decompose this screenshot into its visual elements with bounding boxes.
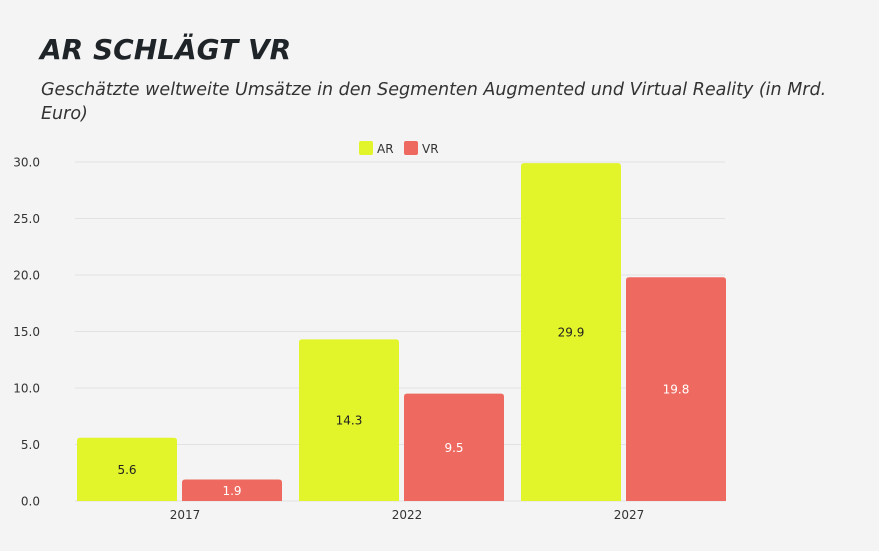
legend-swatch-vr: [404, 141, 418, 155]
legend-swatch-ar: [359, 141, 373, 155]
bars: [77, 163, 726, 501]
y-tick-label: 20.0: [13, 269, 40, 283]
x-tick-label: 2027: [614, 508, 645, 522]
y-axis-ticks: 0.0 5.0 10.0 15.0 20.0 25.0 30.0: [13, 156, 40, 509]
bar-vr-2027: [626, 277, 726, 501]
bar-ar-2022: [299, 339, 399, 501]
data-label-vr-2022: 9.5: [444, 441, 463, 455]
y-tick-label: 0.0: [21, 495, 40, 509]
bar-vr-2017: [182, 479, 282, 501]
y-tick-label: 15.0: [13, 325, 40, 339]
data-label-ar-2022: 14.3: [336, 414, 363, 428]
y-tick-label: 25.0: [13, 212, 40, 226]
x-tick-label: 2017: [170, 508, 201, 522]
x-tick-label: 2022: [392, 508, 423, 522]
chart-title: AR SCHLÄGT VR: [40, 33, 292, 66]
bar-vr-2022: [404, 393, 504, 501]
legend-label-ar: AR: [377, 142, 394, 156]
data-label-ar-2017: 5.6: [117, 463, 136, 477]
data-label-ar-2027: 29.9: [558, 326, 585, 340]
y-tick-label: 30.0: [13, 156, 40, 170]
bar-ar-2017: [77, 437, 177, 501]
data-labels: 5.6 1.9 14.3 9.5 29.9 19.8: [117, 326, 689, 498]
legend-label-vr: VR: [422, 142, 439, 156]
y-tick-label: 5.0: [21, 438, 40, 452]
chart-subtitle: Geschätzte weltweite Umsätze in den Segm…: [41, 80, 827, 124]
data-label-vr-2017: 1.9: [222, 484, 241, 498]
legend: AR VR: [359, 141, 439, 156]
y-tick-label: 10.0: [13, 382, 40, 396]
x-axis-ticks: 2017 2022 2027: [170, 508, 645, 522]
data-label-vr-2027: 19.8: [663, 383, 690, 397]
bar-ar-2027: [521, 163, 621, 501]
